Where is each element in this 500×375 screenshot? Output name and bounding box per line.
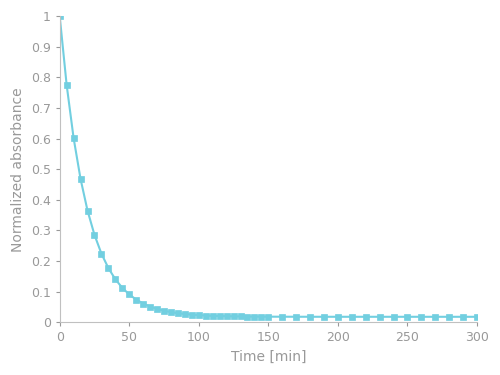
Y-axis label: Normalized absorbance: Normalized absorbance — [11, 87, 25, 252]
X-axis label: Time [min]: Time [min] — [230, 350, 306, 364]
